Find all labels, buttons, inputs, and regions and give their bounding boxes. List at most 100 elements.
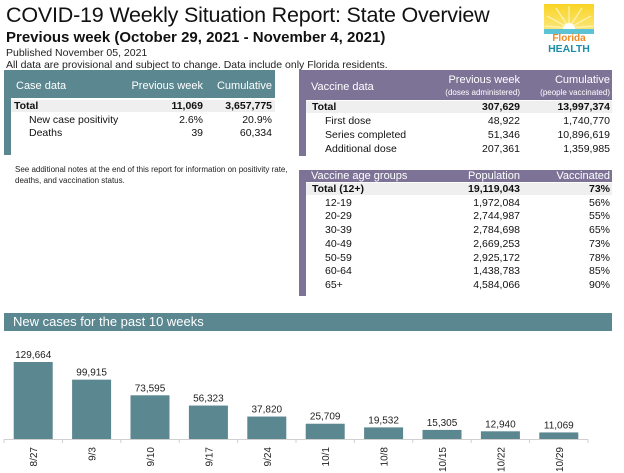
published-date: Published November 05, 2021 [6,47,148,59]
table-row: 60-64 1,438,783 85% [306,265,612,277]
row-cumulative: 60,334 [239,127,272,139]
table-row: 30-39 2,784,698 65% [306,224,612,236]
report-title: COVID-19 Weekly Situation Report: State … [6,3,490,27]
disclaimer-text: All data are provisional and subject to … [6,59,388,71]
row-population: 1,972,084 [473,196,520,209]
row-previous-week: 207,361 [482,143,520,155]
row-label: 20-29 [325,210,352,223]
row-label: Deaths [29,127,63,139]
bar-10-8 [364,427,404,439]
table-row: 65+ 4,584,066 90% [306,279,612,291]
row-vaccinated: 65% [588,224,610,237]
bar-9-3 [72,379,112,439]
x-tick-label: 9/3 [88,447,99,461]
row-previous-week: 11,069 [171,100,203,112]
x-tick-label: 10/1 [321,447,332,467]
new-cases-bar-chart: 129,664 8/27 99,915 9/3 73,595 9/10 56,323 9/17… [3,350,589,472]
header-age-groups: Vaccine age groups [311,170,408,182]
row-vaccinated: 56% [588,196,610,209]
row-label: Series completed [325,129,407,141]
row-population: 2,925,172 [473,251,520,264]
bar-value-label: 11,069 [544,420,574,431]
bar-9-24 [247,416,287,439]
row-population: 2,669,253 [473,237,520,250]
row-vaccinated: 78% [588,251,610,264]
bar-value-label: 15,305 [427,418,458,429]
table-row: Total 11,069 3,657,775 [11,100,275,112]
x-tick-label: 9/17 [204,447,215,467]
logo-health-text: HEALTH [548,43,590,54]
row-population: 4,584,066 [473,278,520,291]
x-tick-label: 9/24 [263,447,274,467]
additional-notes: See additional notes at the end of this … [15,165,288,185]
row-cumulative: 10,896,619 [557,129,610,141]
table-row: Total 307,629 13,997,374 [306,101,612,113]
table-row: Total (12+) 19,119,043 73% [306,183,612,195]
table-row: Series completed 51,346 10,896,619 [306,129,612,141]
table-row: Additional dose 207,361 1,359,985 [306,143,612,155]
table-row: First dose 48,922 1,740,770 [306,115,612,127]
row-label: 60-64 [325,265,352,278]
table-stripe [299,170,306,296]
bar-value-label: 73,595 [135,383,166,394]
bar-9-10 [130,395,170,439]
row-previous-week: 51,346 [487,129,520,141]
bar-value-label: 99,915 [76,368,107,379]
row-cumulative: 3,657,775 [225,100,272,112]
bar-value-label: 19,532 [368,415,399,426]
bar-10-15 [422,429,462,439]
row-cumulative: 1,359,985 [563,143,610,155]
row-population: 19,119,043 [468,183,520,195]
chart-section-header: New cases for the past 10 weeks [4,313,612,331]
bar-10-1 [305,423,345,439]
row-previous-week: 307,629 [482,101,520,113]
x-tick-label: 8/27 [29,447,40,467]
row-previous-week: 48,922 [487,115,520,127]
header-cumulative: Cumulative [554,74,610,86]
case-data-table: Case data Previous week Cumulative Total… [4,70,275,155]
bar-value-label: 129,664 [15,350,52,361]
row-population: 1,438,783 [473,265,520,278]
row-label: New case positivity [29,114,119,126]
header-previous-week-sub: (doses administered) [445,88,520,97]
header-cumulative-sub: (people vaccinated) [540,88,610,97]
bar-value-label: 56,323 [193,394,224,405]
row-label: 40-49 [325,237,352,250]
table-row: 20-29 2,744,987 55% [306,210,612,222]
age-table-header: Vaccine age groups Population Vaccinated [299,170,612,182]
bar-value-label: 25,709 [310,412,341,423]
row-vaccinated: 90% [588,278,610,291]
row-label: Total [14,100,39,112]
x-tick-label: 10/15 [438,447,449,472]
row-label: Total [312,101,337,113]
row-label: 65+ [325,278,343,291]
header-previous-week: Previous week [448,74,520,86]
row-vaccinated: 85% [588,265,610,278]
bar-value-label: 37,820 [252,405,283,416]
row-vaccinated: 73% [588,183,610,195]
row-cumulative: 20.9% [242,114,272,126]
table-row: 40-49 2,669,253 73% [306,238,612,250]
table-row: 50-59 2,925,172 78% [306,252,612,264]
row-previous-week: 39 [191,127,203,139]
chart-section-title: New cases for the past 10 weeks [13,314,204,329]
header-vaccine-data: Vaccine data [311,81,374,93]
x-tick-label: 10/22 [496,447,507,472]
bar-9-17 [188,405,228,439]
table-stripe [4,70,11,155]
x-tick-label: 10/8 [380,447,391,467]
x-tick-label: 9/10 [146,447,157,467]
vaccine-table-header: Vaccine data Previous week (doses admini… [299,70,612,100]
vaccine-age-groups-table: Vaccine age groups Population Vaccinated… [299,170,612,296]
bar-value-label: 12,940 [485,419,516,430]
header-population: Population [468,170,520,182]
report-subtitle: Previous week (October 29, 2021 - Novemb… [6,29,386,46]
row-label: 30-39 [325,224,352,237]
x-tick-label: 10/29 [555,447,566,472]
row-label: Additional dose [325,143,397,155]
row-previous-week: 2.6% [179,114,203,126]
row-vaccinated: 55% [588,210,610,223]
row-population: 2,744,987 [473,210,520,223]
header-previous-week: Previous week [131,80,203,92]
bar-8-27 [13,362,53,439]
